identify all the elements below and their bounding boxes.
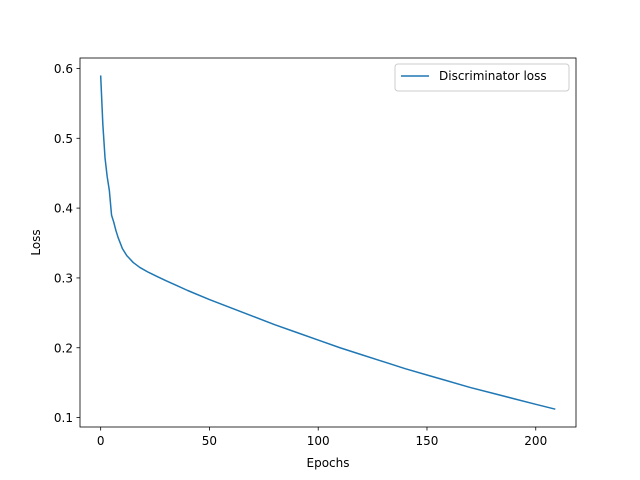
x-tick-label: 100 xyxy=(307,434,330,448)
legend-label: Discriminator loss xyxy=(439,69,547,83)
x-axis: 0 50 100 150 200 xyxy=(97,427,547,448)
y-axis: 0.1 0.2 0.3 0.4 0.5 0.6 xyxy=(54,62,80,425)
plot-frame xyxy=(79,57,577,428)
y-tick-label: 0.3 xyxy=(54,271,73,285)
x-tick-label: 150 xyxy=(416,434,439,448)
series-line-discriminator-loss xyxy=(99,75,556,410)
x-tick-label: 200 xyxy=(524,434,547,448)
y-tick-label: 0.2 xyxy=(54,341,73,355)
x-tick-label: 0 xyxy=(97,434,105,448)
y-tick-label: 0.4 xyxy=(54,202,73,216)
y-axis-label: Loss xyxy=(29,229,43,255)
y-tick-label: 0.5 xyxy=(54,132,73,146)
legend-box xyxy=(394,63,570,92)
y-tick-label: 0.1 xyxy=(54,411,73,425)
legend: Discriminator loss xyxy=(394,63,570,92)
x-tick-label: 50 xyxy=(202,434,217,448)
y-tick-label: 0.6 xyxy=(54,62,73,76)
x-axis-label: Epochs xyxy=(307,456,350,470)
